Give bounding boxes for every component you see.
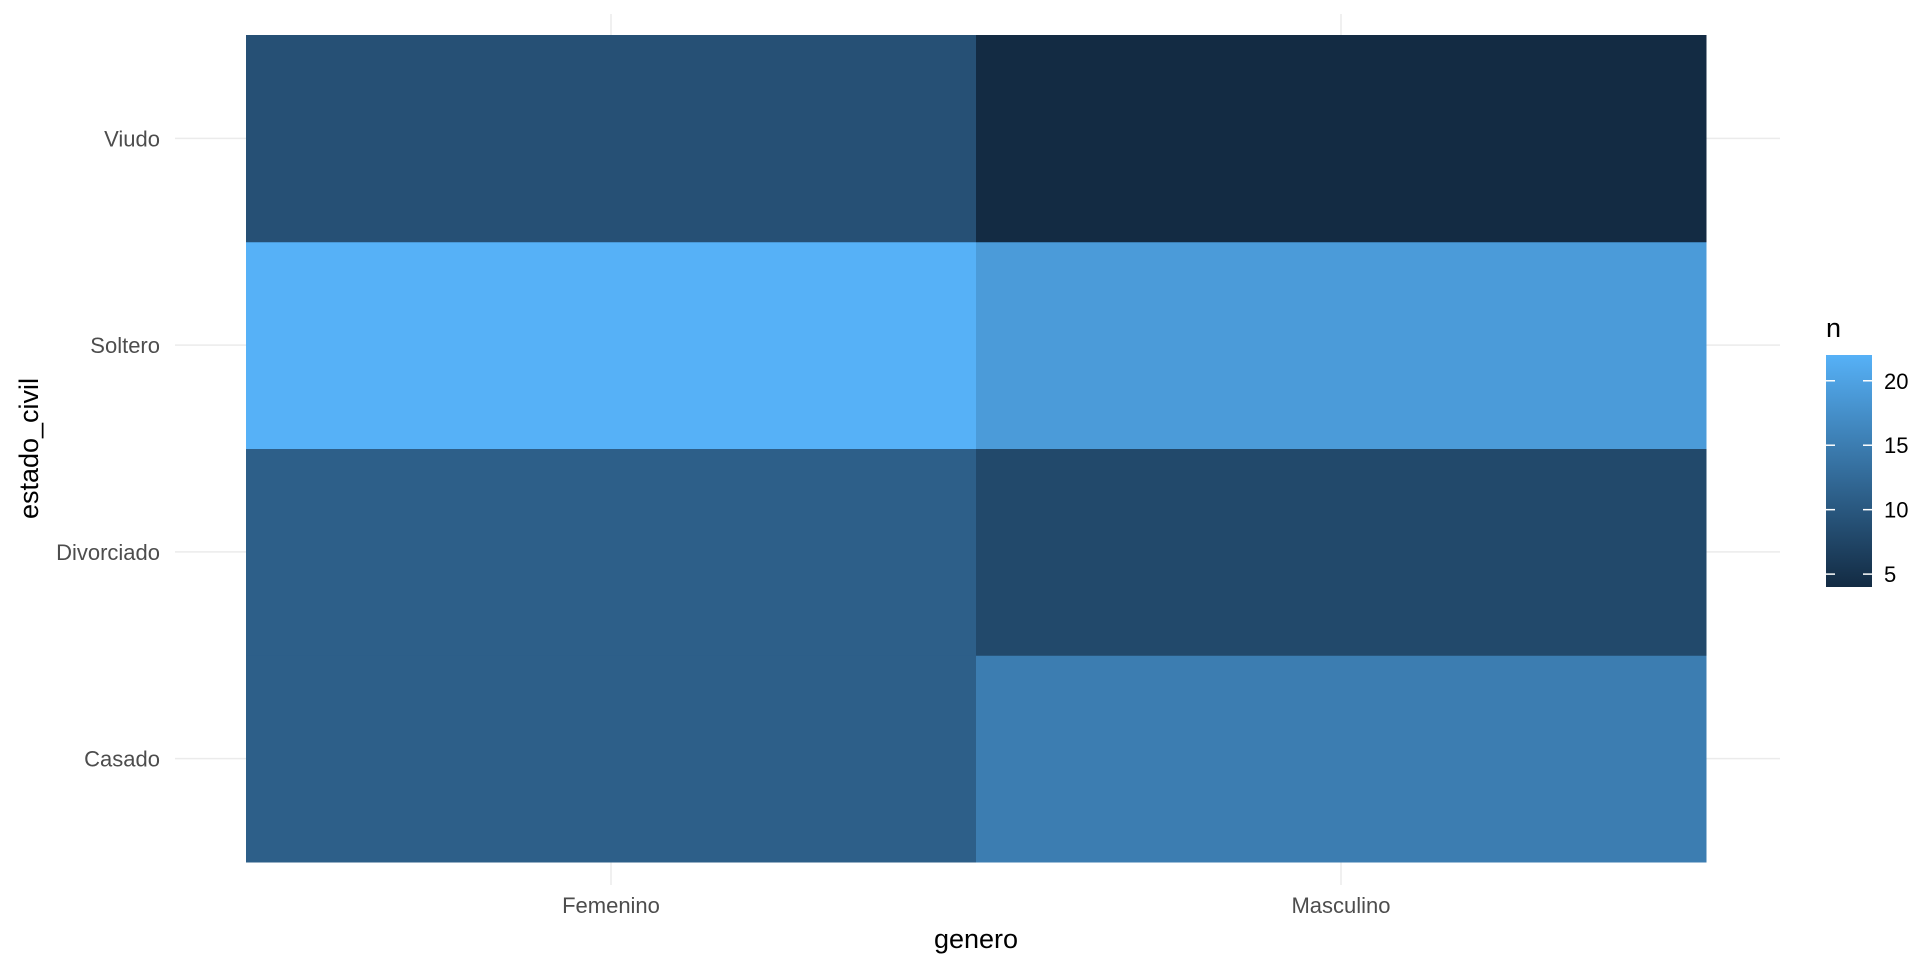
- heatmap-cell: [246, 241, 977, 449]
- heatmap-cell: [246, 655, 977, 863]
- heatmap-cell: [246, 448, 977, 656]
- legend-tick-label: 20: [1884, 369, 1908, 394]
- x-tick-label: Masculino: [1291, 893, 1390, 918]
- y-tick-label: Soltero: [90, 333, 160, 358]
- legend-colorbar: [1826, 355, 1872, 587]
- legend-tick-label: 10: [1884, 498, 1908, 523]
- heatmap-cell: [246, 35, 977, 243]
- heatmap-cell: [976, 241, 1707, 449]
- y-axis-ticks: Casado Divorciado Soltero Viudo: [56, 126, 160, 771]
- legend-tick-label: 5: [1884, 562, 1896, 587]
- heatmap-cell: [976, 448, 1707, 656]
- heatmap-cell: [976, 655, 1707, 863]
- y-tick-label: Divorciado: [56, 540, 160, 565]
- legend-tick-label: 15: [1884, 433, 1908, 458]
- legend: n 5 10 15 20: [1826, 313, 1908, 587]
- legend-title: n: [1826, 313, 1841, 343]
- y-axis-title: estado_civil: [14, 378, 44, 519]
- y-tick-label: Casado: [84, 747, 160, 772]
- x-axis-title: genero: [934, 924, 1018, 954]
- x-axis-ticks: Femenino Masculino: [562, 893, 1390, 918]
- y-tick-label: Viudo: [104, 126, 160, 151]
- heatmap-cell: [976, 35, 1707, 243]
- heatmap-cells: [246, 35, 1707, 863]
- x-tick-label: Femenino: [562, 893, 660, 918]
